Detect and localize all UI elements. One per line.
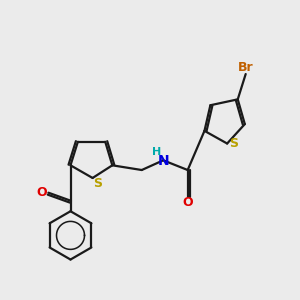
Text: N: N — [158, 154, 169, 168]
Text: S: S — [229, 137, 238, 150]
Text: O: O — [37, 186, 47, 199]
Text: O: O — [182, 196, 193, 209]
Text: Br: Br — [238, 61, 254, 74]
Text: H: H — [152, 147, 161, 157]
Text: S: S — [93, 177, 102, 190]
